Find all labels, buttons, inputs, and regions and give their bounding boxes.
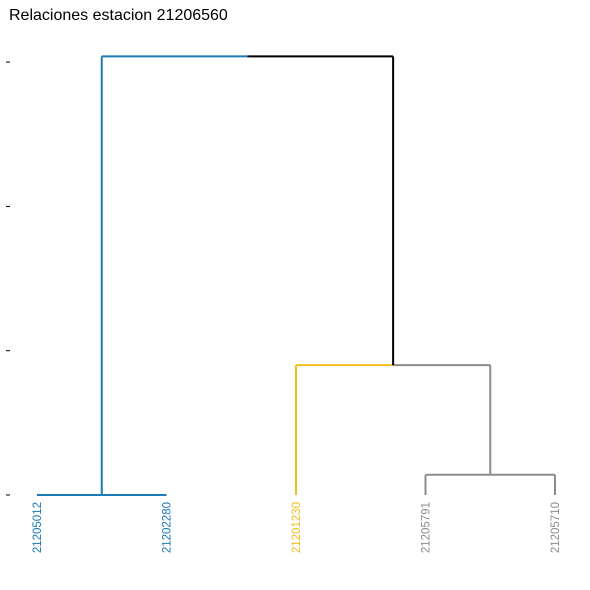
chart-title: Relaciones estacion 21206560 xyxy=(9,7,228,24)
y-axis xyxy=(6,61,10,496)
leaf-labels: 21205012 21202280 21201230 21205791 21205710 xyxy=(32,502,562,553)
leaf-label: 21205012 xyxy=(32,502,44,553)
leaf-label: 21205791 xyxy=(421,502,433,553)
dendrogram-links xyxy=(37,55,556,496)
leaf-label: 21202280 xyxy=(162,502,174,553)
leaf-label: 21201230 xyxy=(291,502,303,553)
leaf-label: 21205710 xyxy=(550,502,562,553)
